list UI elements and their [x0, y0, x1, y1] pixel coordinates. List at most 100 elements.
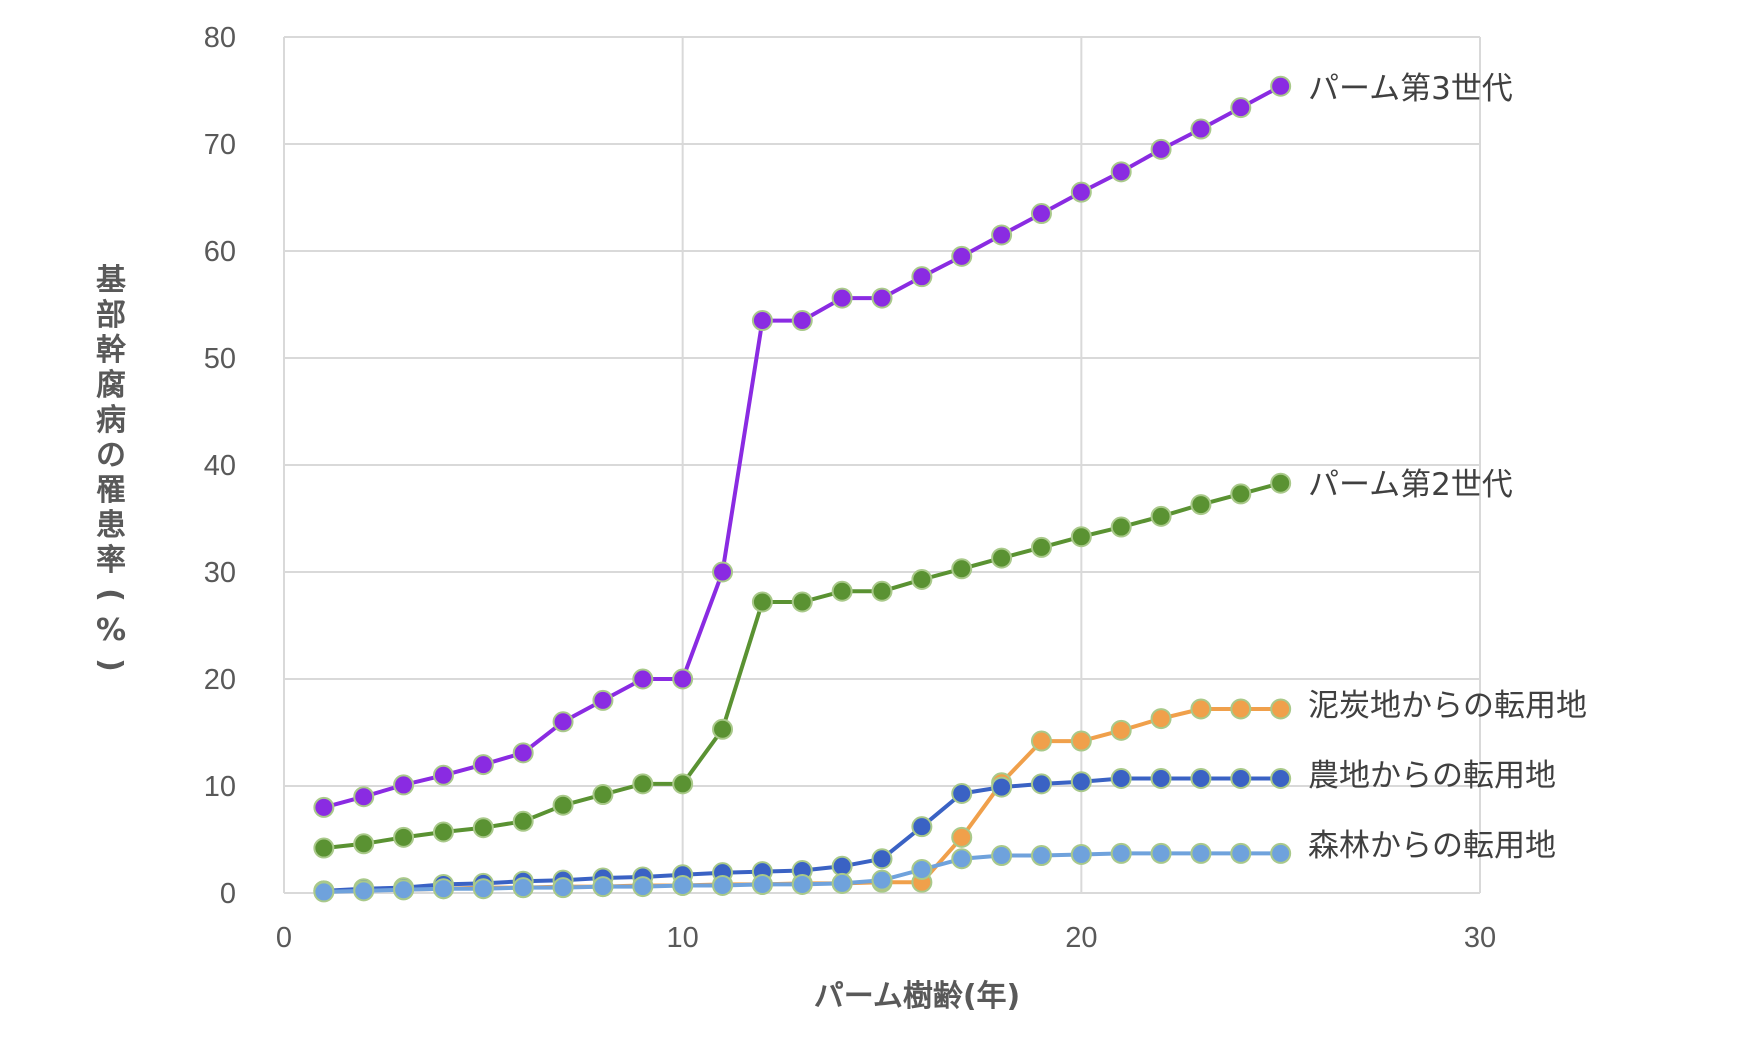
data-point — [1110, 768, 1132, 790]
data-point — [1150, 768, 1172, 790]
gridlines — [283, 36, 1481, 894]
data-point — [911, 816, 933, 838]
y-axis-title-char: 患 — [96, 508, 126, 543]
data-point — [1190, 698, 1212, 720]
data-point — [1230, 842, 1252, 864]
data-point — [1070, 843, 1092, 865]
y-tick-label: 80 — [204, 22, 236, 54]
series-label: 農地からの転用地 — [1308, 758, 1556, 794]
data-point — [1030, 845, 1052, 867]
x-tick-label: 0 — [276, 922, 292, 954]
data-point — [1030, 730, 1052, 752]
data-point — [632, 773, 654, 795]
data-point — [951, 782, 973, 804]
data-point — [751, 591, 773, 613]
series-line — [323, 84, 1282, 810]
y-tick-label: 30 — [204, 557, 236, 589]
y-axis-title-char: 率 — [96, 543, 126, 578]
data-point — [791, 310, 813, 332]
data-point — [393, 826, 415, 848]
data-point — [1230, 768, 1252, 790]
data-point — [1030, 773, 1052, 795]
data-point — [712, 718, 734, 740]
data-point — [1270, 698, 1292, 720]
data-point — [353, 880, 375, 902]
x-tick-label: 20 — [1065, 922, 1097, 954]
data-point — [432, 764, 454, 786]
data-point — [1070, 181, 1092, 203]
data-point — [1030, 536, 1052, 558]
y-axis-title-char: 幹 — [96, 333, 127, 368]
data-point — [1070, 526, 1092, 548]
data-point — [313, 796, 335, 818]
y-axis-title-char: の — [96, 438, 126, 473]
data-point — [672, 668, 694, 690]
series-0 — [313, 75, 1292, 818]
data-point — [1230, 97, 1252, 119]
y-axis-title-char: 腐 — [96, 368, 126, 403]
data-point — [991, 547, 1013, 569]
y-axis-title-char: 部 — [96, 298, 126, 333]
y-tick-label: 0 — [220, 878, 236, 910]
data-point — [1110, 719, 1132, 741]
data-point — [432, 821, 454, 843]
y-axis-title-char: ) — [93, 658, 128, 672]
data-point — [552, 711, 574, 733]
data-point — [871, 848, 893, 870]
series-label: パーム第3世代 — [1308, 71, 1513, 107]
series-4 — [313, 842, 1292, 903]
data-point — [393, 879, 415, 901]
data-point — [592, 689, 614, 711]
data-point — [1270, 75, 1292, 97]
y-tick-label: 60 — [204, 236, 236, 268]
y-tick-label: 50 — [204, 343, 236, 375]
data-point — [871, 580, 893, 602]
data-point — [1150, 842, 1172, 864]
x-tick-label: 30 — [1464, 922, 1496, 954]
y-tick-label: 10 — [204, 771, 236, 803]
y-axis-title-char: 罹 — [96, 473, 126, 508]
data-point — [791, 591, 813, 613]
series-1 — [313, 472, 1292, 859]
data-point — [1230, 698, 1252, 720]
data-point — [472, 754, 494, 776]
x-tick-label: 10 — [667, 922, 699, 954]
data-point — [831, 287, 853, 309]
data-point — [632, 876, 654, 898]
data-point — [991, 845, 1013, 867]
data-point — [1110, 516, 1132, 538]
data-point — [632, 668, 654, 690]
data-point — [712, 561, 734, 583]
data-point — [432, 878, 454, 900]
y-axis-title-char: % — [96, 613, 126, 648]
x-axis-title: パーム樹齢(年) — [814, 979, 1021, 1014]
data-point — [592, 784, 614, 806]
data-point — [512, 810, 534, 832]
data-point — [911, 266, 933, 288]
data-point — [1110, 842, 1132, 864]
data-point — [1150, 505, 1172, 527]
data-point — [472, 878, 494, 900]
data-point — [911, 858, 933, 880]
data-point — [1270, 842, 1292, 864]
data-point — [871, 869, 893, 891]
data-point — [911, 568, 933, 590]
data-point — [831, 872, 853, 894]
data-point — [1270, 472, 1292, 494]
data-point — [951, 558, 973, 580]
data-point — [552, 877, 574, 899]
y-tick-label: 20 — [204, 664, 236, 696]
data-point — [353, 786, 375, 808]
data-point — [353, 833, 375, 855]
data-point — [1190, 842, 1212, 864]
data-point — [951, 245, 973, 267]
data-point — [1150, 138, 1172, 160]
data-point — [1070, 771, 1092, 793]
y-tick-label: 70 — [204, 129, 236, 161]
data-point — [512, 742, 534, 764]
series-label: パーム第2世代 — [1308, 467, 1513, 503]
y-axis-title-char: 病 — [96, 403, 126, 438]
